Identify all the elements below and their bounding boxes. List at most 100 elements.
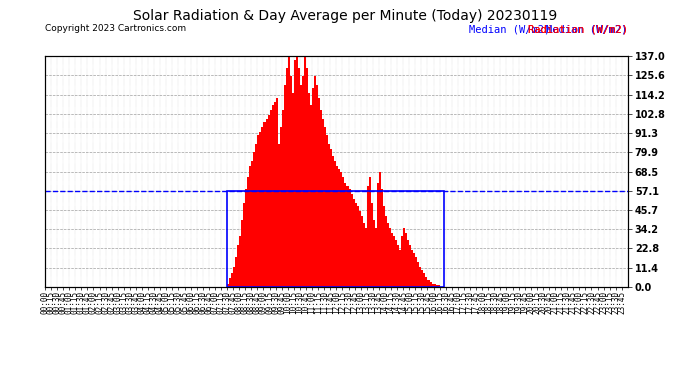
Bar — [403, 228, 405, 287]
Bar — [337, 166, 338, 287]
Bar — [401, 236, 403, 287]
Bar — [308, 93, 310, 287]
Bar — [292, 93, 294, 287]
Bar — [399, 250, 401, 287]
Bar — [264, 122, 266, 287]
Bar — [251, 160, 253, 287]
Bar — [274, 102, 275, 287]
Bar — [322, 118, 324, 287]
Bar — [373, 219, 375, 287]
Bar — [227, 284, 229, 287]
Bar — [344, 183, 346, 287]
Bar — [306, 68, 308, 287]
Bar — [279, 127, 282, 287]
Bar — [338, 169, 340, 287]
Text: Median (W/m2): Median (W/m2) — [469, 24, 551, 34]
Bar — [415, 256, 417, 287]
Bar — [355, 203, 357, 287]
Bar — [333, 156, 335, 287]
Bar — [417, 262, 420, 287]
Bar — [348, 189, 351, 287]
Bar — [235, 256, 237, 287]
Bar — [437, 285, 440, 287]
Bar — [420, 267, 422, 287]
Bar — [314, 76, 316, 287]
Bar — [353, 200, 355, 287]
Bar — [433, 284, 435, 287]
Bar — [262, 127, 264, 287]
Bar — [277, 144, 279, 287]
Bar — [233, 267, 235, 287]
Bar — [268, 115, 270, 287]
Bar — [426, 277, 428, 287]
Bar — [328, 144, 331, 287]
Bar — [365, 228, 367, 287]
Text: Radiation (W/m2): Radiation (W/m2) — [528, 24, 628, 34]
Bar — [381, 189, 383, 287]
Bar — [363, 223, 365, 287]
Bar — [411, 250, 413, 287]
Text: Median (W/m2): Median (W/m2) — [546, 24, 627, 34]
Bar — [296, 56, 298, 287]
Bar — [383, 206, 385, 287]
Bar — [391, 233, 393, 287]
Bar — [270, 110, 272, 287]
Bar — [428, 280, 429, 287]
Bar — [407, 240, 409, 287]
Bar — [326, 135, 328, 287]
Bar — [351, 194, 353, 287]
Bar — [312, 88, 314, 287]
Bar — [368, 177, 371, 287]
Bar — [316, 85, 318, 287]
Bar — [431, 284, 433, 287]
Bar — [237, 245, 239, 287]
Bar — [318, 98, 320, 287]
Bar — [231, 273, 233, 287]
Bar — [302, 76, 304, 287]
Bar — [379, 172, 381, 287]
Bar — [290, 76, 292, 287]
Bar — [310, 105, 312, 287]
Bar — [257, 135, 259, 287]
Bar — [385, 216, 387, 287]
Bar — [249, 166, 251, 287]
Bar — [340, 172, 342, 287]
Text: Radiation (W/m2): Radiation (W/m2) — [528, 24, 628, 34]
Bar — [375, 228, 377, 287]
Bar — [413, 253, 415, 287]
Bar — [229, 279, 231, 287]
Bar — [255, 144, 257, 287]
Bar — [272, 105, 274, 287]
Bar — [241, 219, 244, 287]
Bar — [266, 118, 268, 287]
Bar — [359, 211, 361, 287]
Bar — [409, 245, 411, 287]
Bar — [395, 240, 397, 287]
Bar — [371, 203, 373, 287]
Bar — [320, 110, 322, 287]
Bar — [424, 273, 426, 287]
Bar — [367, 186, 368, 287]
Text: Copyright 2023 Cartronics.com: Copyright 2023 Cartronics.com — [45, 24, 186, 33]
Bar — [422, 270, 424, 287]
Bar — [405, 233, 407, 287]
Bar — [435, 285, 437, 287]
Bar — [247, 177, 249, 287]
Bar — [284, 85, 286, 287]
Bar — [245, 189, 247, 287]
Bar — [346, 186, 348, 287]
Bar — [227, 191, 444, 287]
Bar — [286, 68, 288, 287]
Bar — [253, 152, 255, 287]
Bar — [361, 216, 363, 287]
Bar — [275, 98, 277, 287]
Bar — [393, 236, 395, 287]
Bar — [389, 228, 391, 287]
Bar — [377, 183, 379, 287]
Bar — [429, 282, 431, 287]
Bar — [387, 223, 389, 287]
Text: Solar Radiation & Day Average per Minute (Today) 20230119: Solar Radiation & Day Average per Minute… — [133, 9, 557, 23]
Bar — [335, 160, 337, 287]
Bar — [298, 68, 300, 287]
Bar — [331, 149, 333, 287]
